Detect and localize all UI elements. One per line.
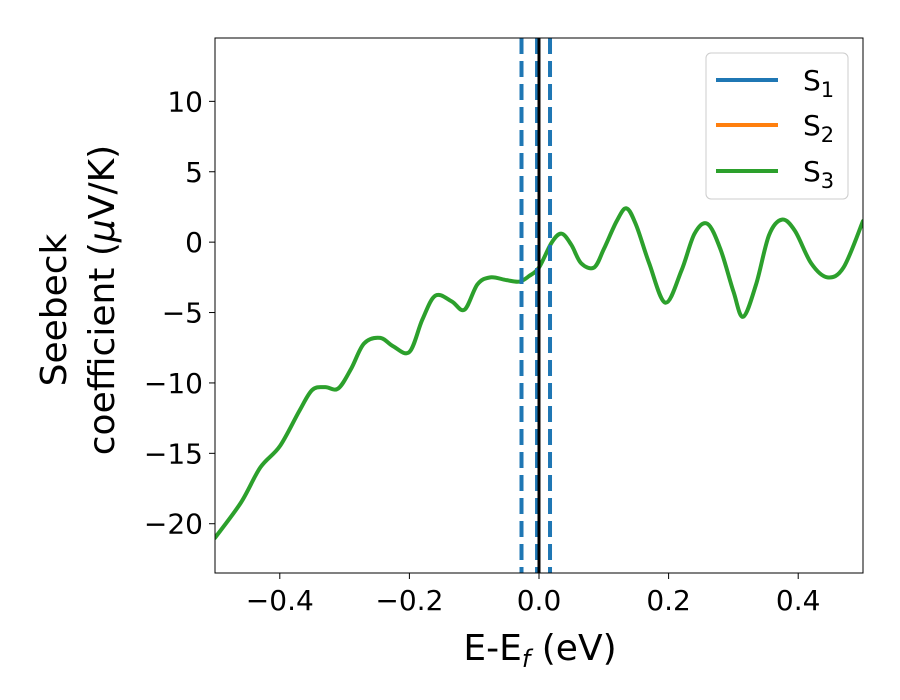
x-axis-ticks: −0.4 −0.2 0.0 0.2 0.4 xyxy=(246,573,821,617)
y-tick-label: −10 xyxy=(144,367,203,400)
x-tick-label: 0.0 xyxy=(517,584,562,617)
x-tick-label: −0.2 xyxy=(375,584,443,617)
y-axis-title-line1: Seebeck xyxy=(34,233,75,386)
y-tick-label: 0 xyxy=(185,226,203,259)
y-axis-title-line2: coefficient (μV/K) xyxy=(82,145,123,455)
y-tick-label: 5 xyxy=(185,156,203,189)
legend-label-s2: S2 xyxy=(803,109,834,147)
plot-content xyxy=(215,38,863,573)
y-tick-label: −5 xyxy=(162,297,203,330)
y-axis-ticks: 10 5 0 −5 −10 −15 −20 xyxy=(144,85,215,541)
x-tick-label: 0.2 xyxy=(646,584,691,617)
y-tick-label: −20 xyxy=(144,508,203,541)
legend-label-s1: S1 xyxy=(803,64,834,102)
x-tick-label: 0.4 xyxy=(776,584,821,617)
legend: S1 S2 S3 xyxy=(705,52,849,200)
legend-label-s3: S3 xyxy=(803,155,834,193)
y-tick-label: 10 xyxy=(167,85,203,118)
y-tick-label: −15 xyxy=(144,437,203,470)
x-axis-title: E-Ef (eV) xyxy=(463,628,616,673)
x-tick-label: −0.4 xyxy=(246,584,314,617)
series-line-s3 xyxy=(215,206,863,540)
